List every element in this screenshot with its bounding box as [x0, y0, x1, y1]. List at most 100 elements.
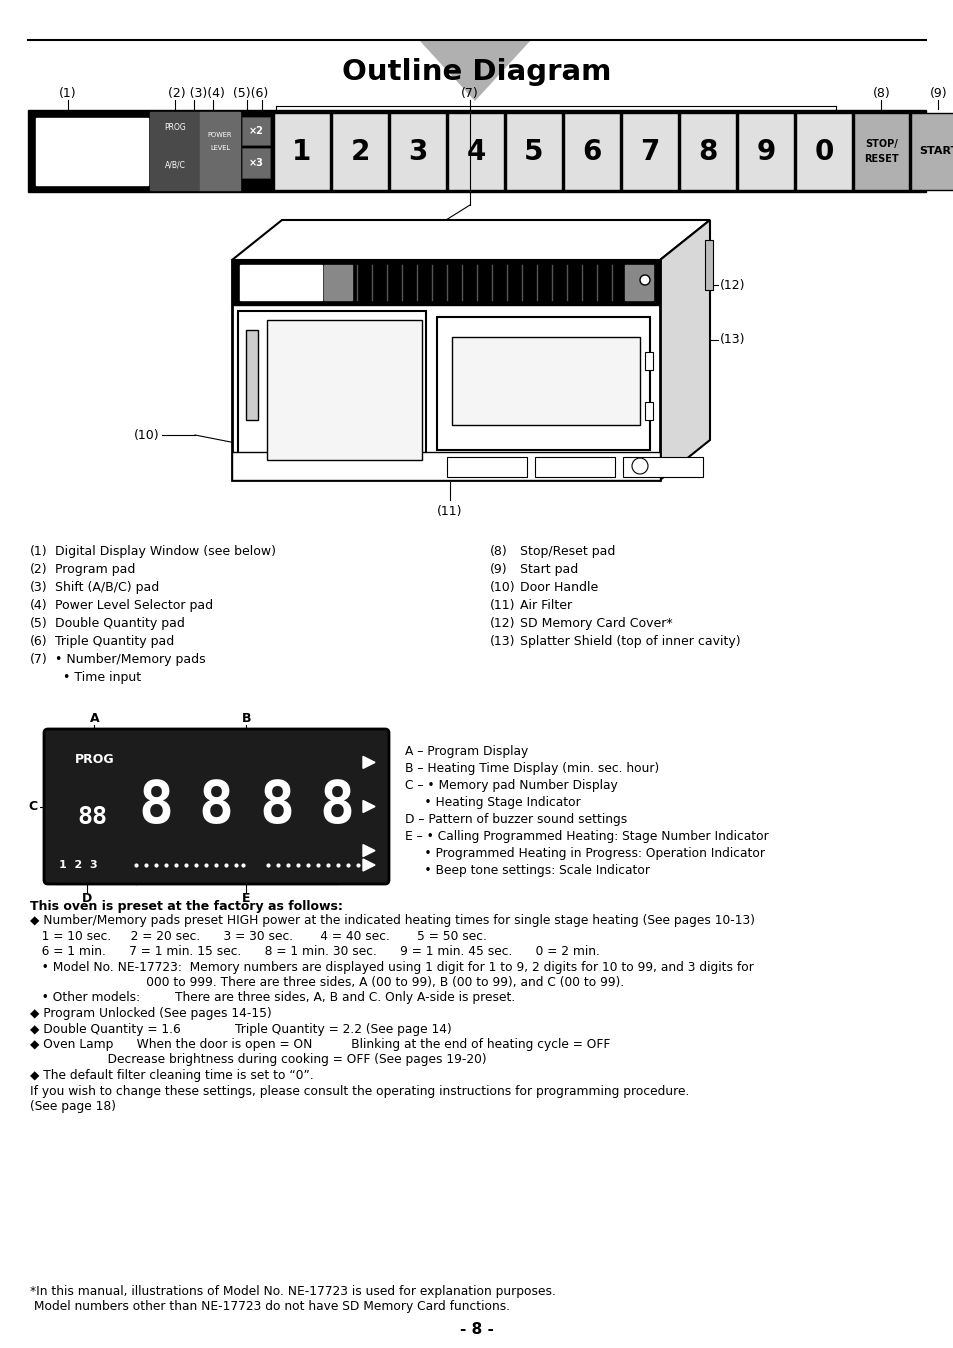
Text: 7: 7 [639, 137, 659, 166]
Text: 8: 8 [698, 137, 717, 166]
Text: ◆ Program Unlocked (See pages 14-15): ◆ Program Unlocked (See pages 14-15) [30, 1007, 272, 1020]
Bar [436, 317, 649, 450]
Bar [535, 457, 615, 477]
Bar [624, 266, 652, 301]
Text: STOP/: STOP/ [864, 139, 897, 150]
Bar [232, 452, 659, 480]
Text: 8: 8 [319, 778, 355, 834]
Text: 6: 6 [581, 137, 601, 166]
Bar [505, 113, 561, 190]
Text: 1: 1 [292, 137, 312, 166]
Text: A: A [90, 712, 99, 725]
Text: This oven is preset at the factory as follows:: This oven is preset at the factory as fo… [30, 900, 342, 913]
Text: 8: 8 [138, 778, 173, 834]
Polygon shape [363, 801, 375, 813]
Bar [644, 402, 652, 421]
Bar [28, 111, 925, 191]
Text: ×2: ×2 [249, 125, 263, 136]
Text: Decrease brightness during cooking = OFF (See pages 19-20): Decrease brightness during cooking = OFF… [30, 1054, 486, 1066]
Text: • Beep tone settings: Scale Indicator: • Beep tone settings: Scale Indicator [405, 864, 649, 878]
Text: • Model No. NE-17723:  Memory numbers are displayed using 1 digit for 1 to 9, 2 : • Model No. NE-17723: Memory numbers are… [30, 961, 753, 973]
Text: (11): (11) [436, 506, 462, 518]
Text: E – • Calling Programmed Heating: Stage Number Indicator: E – • Calling Programmed Heating: Stage … [405, 830, 768, 842]
Text: ◆ Oven Lamp      When the door is open = ON          Blinking at the end of heat: ◆ Oven Lamp When the door is open = ON B… [30, 1038, 610, 1051]
Text: 000 to 999. There are three sides, A (00 to 99), B (00 to 99), and C (00 to 99).: 000 to 999. There are three sides, A (00… [30, 976, 623, 989]
Text: (10): (10) [134, 429, 160, 442]
Text: ◆ Double Quantity = 1.6              Triple Quantity = 2.2 (See page 14): ◆ Double Quantity = 1.6 Triple Quantity … [30, 1023, 452, 1035]
Text: 8: 8 [198, 778, 233, 834]
Bar [242, 117, 270, 146]
Text: A – Program Display: A – Program Display [405, 745, 528, 758]
Text: ×3: ×3 [249, 158, 263, 168]
Bar [738, 113, 793, 190]
Text: Stop/Reset pad: Stop/Reset pad [519, 545, 615, 558]
Bar [704, 240, 712, 290]
Text: Door Handle: Door Handle [519, 581, 598, 594]
Polygon shape [232, 220, 709, 260]
Text: 9: 9 [756, 137, 775, 166]
Bar [237, 311, 426, 474]
Text: Outline Diagram: Outline Diagram [342, 58, 611, 86]
Text: B – Heating Time Display (min. sec. hour): B – Heating Time Display (min. sec. hour… [405, 762, 659, 775]
Text: • Time input: • Time input [55, 671, 141, 683]
Text: • Number/Memory pads: • Number/Memory pads [55, 652, 206, 666]
Text: Model numbers other than NE-17723 do not have SD Memory Card functions.: Model numbers other than NE-17723 do not… [30, 1299, 510, 1313]
Polygon shape [419, 40, 530, 100]
Polygon shape [363, 859, 375, 871]
Text: (7): (7) [460, 88, 478, 100]
Bar [246, 330, 257, 421]
Text: (2) (3)(4)  (5)(6): (2) (3)(4) (5)(6) [168, 88, 268, 100]
Text: (8): (8) [490, 545, 507, 558]
Text: Digital Display Window (see below): Digital Display Window (see below) [55, 545, 275, 558]
Circle shape [639, 275, 649, 284]
Bar [795, 113, 851, 190]
Text: (9): (9) [490, 563, 507, 576]
Polygon shape [363, 756, 375, 768]
Text: (13): (13) [720, 333, 744, 346]
Text: (5): (5) [30, 617, 48, 630]
Text: (See page 18): (See page 18) [30, 1100, 116, 1113]
Text: E: E [242, 892, 251, 905]
Text: Program pad: Program pad [55, 563, 135, 576]
Text: (12): (12) [490, 617, 515, 630]
Text: POWER: POWER [208, 132, 232, 137]
Text: RESET: RESET [863, 154, 898, 163]
Text: SD Memory Card Cover*: SD Memory Card Cover* [519, 617, 672, 630]
Text: (8): (8) [872, 88, 889, 100]
Text: • Heating Stage Indicator: • Heating Stage Indicator [405, 797, 580, 809]
Text: START: START [918, 147, 953, 156]
Text: 3: 3 [408, 137, 427, 166]
Bar [274, 113, 330, 190]
Text: Shift (A/B/C) pad: Shift (A/B/C) pad [55, 581, 159, 594]
Text: (2): (2) [30, 563, 48, 576]
Polygon shape [363, 845, 375, 856]
Text: (10): (10) [490, 581, 515, 594]
Bar [240, 266, 322, 301]
Text: *In this manual, illustrations of Model No. NE-17723 is used for explanation pur: *In this manual, illustrations of Model … [30, 1285, 556, 1298]
Text: A/B/C: A/B/C [164, 160, 185, 170]
Text: 0: 0 [814, 137, 833, 166]
Text: ◆ The default filter cleaning time is set to “0”.: ◆ The default filter cleaning time is se… [30, 1069, 314, 1082]
Text: If you wish to change these settings, please consult the operating instructions : If you wish to change these settings, pl… [30, 1085, 689, 1097]
Text: 2: 2 [350, 137, 370, 166]
Text: (12): (12) [720, 279, 744, 291]
Bar [448, 113, 503, 190]
Bar [621, 113, 678, 190]
Text: • Other models:         There are three sides, A, B and C. Only A-side is preset: • Other models: There are three sides, A… [30, 992, 515, 1004]
Text: ◆ Number/Memory pads preset HIGH power at the indicated heating times for single: ◆ Number/Memory pads preset HIGH power a… [30, 914, 754, 927]
Text: (11): (11) [490, 599, 515, 612]
Bar [324, 266, 352, 301]
Text: Double Quantity pad: Double Quantity pad [55, 617, 185, 630]
Bar [563, 113, 619, 190]
Bar [452, 337, 639, 425]
Text: Splatter Shield (top of inner cavity): Splatter Shield (top of inner cavity) [519, 635, 740, 648]
Bar [332, 113, 388, 190]
Text: B: B [241, 712, 251, 725]
FancyBboxPatch shape [44, 729, 389, 884]
Text: 6 = 1 min.      7 = 1 min. 15 sec.      8 = 1 min. 30 sec.      9 = 1 min. 45 se: 6 = 1 min. 7 = 1 min. 15 sec. 8 = 1 min.… [30, 945, 599, 958]
Circle shape [631, 458, 647, 474]
Text: (1): (1) [59, 88, 77, 100]
Bar [679, 113, 735, 190]
Text: (3): (3) [30, 581, 48, 594]
Bar [150, 112, 200, 190]
